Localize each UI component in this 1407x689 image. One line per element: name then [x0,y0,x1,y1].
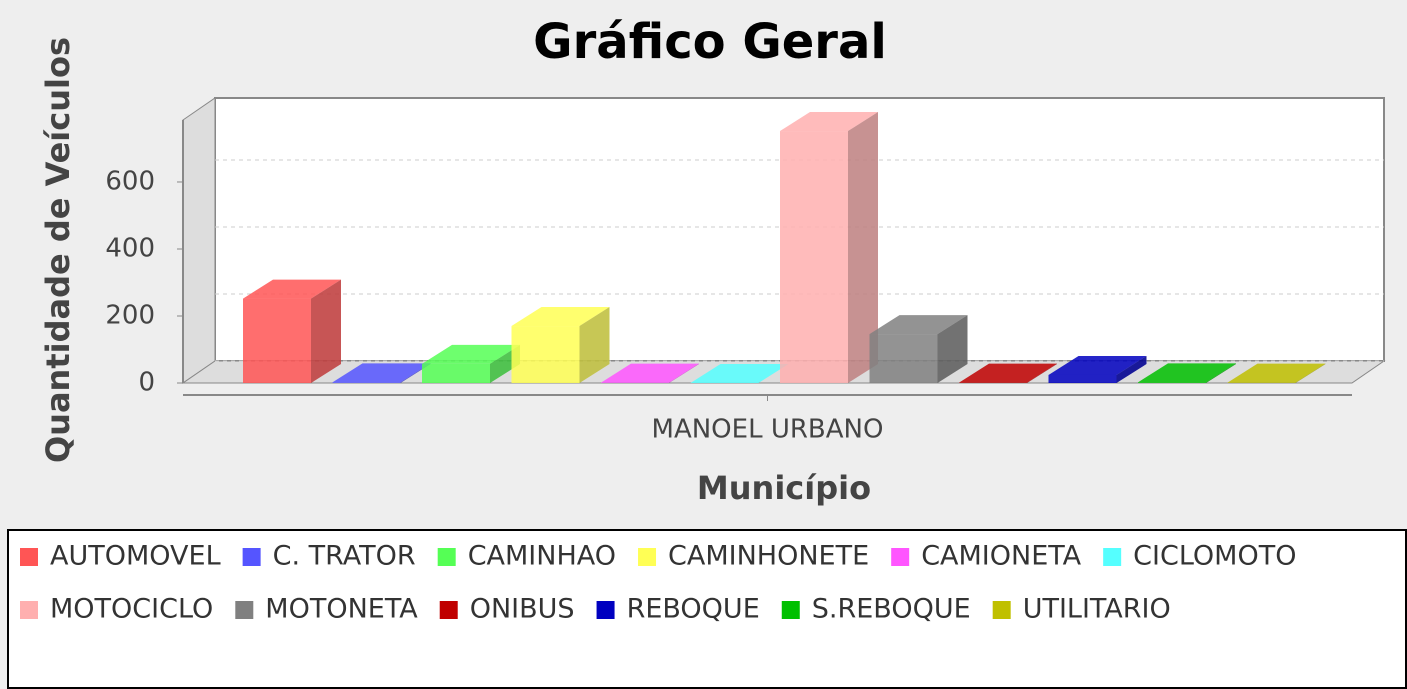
bar-front [869,334,938,383]
legend-swatch [242,548,261,566]
bar-side [669,363,699,383]
bar-side [848,112,878,383]
y-tick-label: 400 [105,233,155,263]
bar-front [1048,374,1117,383]
legend-swatch [439,601,458,619]
legend-swatch [437,548,456,566]
legend-label: S.REBOQUE [812,594,971,625]
bar-top [1048,355,1147,375]
y-tick-label: 600 [105,166,155,196]
y-axis-label: Quantidade de Veículos [39,37,77,463]
bar-front [332,382,401,383]
bar-top [959,363,1057,383]
bar-side [1295,363,1326,383]
y-tick-label: 0 [138,368,155,398]
legend-label: CAMIONETA [921,541,1081,572]
legend-swatch [781,601,800,619]
bar-side-shade [1295,363,1326,383]
legend-swatch [20,601,38,619]
bar-side-shade [579,307,610,383]
bar-top [422,344,520,364]
bar-side-shade [1027,363,1057,383]
legend-label: AUTOMOVEL [50,541,221,572]
bar-top [511,307,610,327]
bar-side-shade [1116,355,1147,383]
bar-side-shade [1206,363,1236,383]
bar-front [422,363,490,383]
bar-side-shade [848,112,878,383]
legend-label: C. TRATOR [273,541,416,572]
legend-label: CICLOMOTO [1133,541,1296,572]
legend-swatch [20,548,38,566]
bar-front [780,131,848,383]
bar-side [579,307,610,383]
legend-swatch [992,601,1011,619]
bar-side-shade [311,279,341,383]
bar-side-shade [937,315,968,383]
left-wall [182,97,216,384]
chart-title: Gráfico Geral [533,14,887,70]
bar-top [601,363,699,383]
bar-top [243,279,341,299]
legend-label: ONIBUS [470,594,575,625]
bar-side [311,279,341,383]
bar-side [1027,363,1057,383]
legend-swatch [596,601,615,619]
legend-swatch [1103,548,1122,566]
y-tick-label: 200 [105,300,155,330]
bar-front [511,326,580,383]
bar-top [1227,363,1326,383]
legend-label: CAMINHAO [468,541,616,572]
legend-label: REBOQUE [627,594,760,625]
bar-top [869,315,968,335]
bar-front [1138,382,1206,383]
bar-top [690,364,789,383]
bar-top [1138,363,1236,383]
bar-top [332,363,431,383]
bar-side [1206,363,1236,383]
legend-label: UTILITARIO [1023,594,1171,625]
bar-side [937,315,968,383]
legend-swatch [891,548,910,566]
bar-front [243,298,311,383]
legend-swatch [235,601,254,619]
bar-side-shade [669,363,699,383]
legend-label: CAMINHONETE [668,541,869,572]
x-tick-label: MANOEL URBANO [652,415,884,445]
legend-label: MOTONETA [265,594,418,625]
bar-side [1116,355,1147,383]
bar-top [780,112,878,132]
legend-swatch [638,548,657,566]
legend-label: MOTOCICLO [50,594,213,625]
x-axis-label: Município [697,469,871,507]
